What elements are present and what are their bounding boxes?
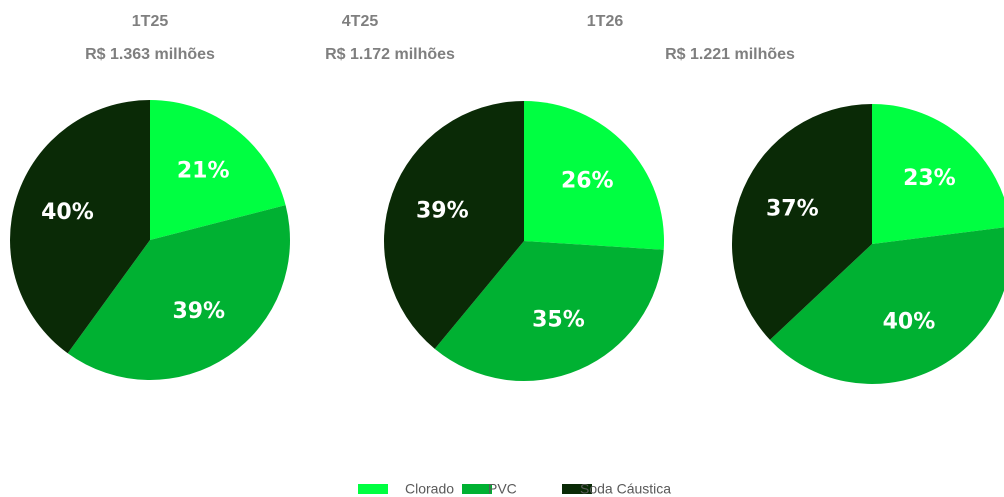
data-label: 23% xyxy=(903,166,956,191)
pie-slice xyxy=(524,101,664,250)
pie-slice xyxy=(769,227,1004,384)
pie-slice xyxy=(384,101,524,349)
data-label: 26% xyxy=(561,169,614,194)
pie-slice xyxy=(67,205,290,381)
chart-title: 1T26 xyxy=(587,13,624,30)
chart-title: 1T25 xyxy=(132,13,169,30)
legend-swatch xyxy=(562,484,592,494)
legend-swatch xyxy=(462,484,492,494)
pie-slice xyxy=(434,241,664,381)
pie-slice xyxy=(872,104,1004,244)
chart-subtitle: R$ 1.221 milhões xyxy=(665,46,795,63)
data-label: 40% xyxy=(883,310,936,335)
data-label: 39% xyxy=(172,299,225,324)
data-label: 39% xyxy=(416,199,469,224)
pie-slice xyxy=(150,100,286,240)
legend-label: Clorado xyxy=(405,481,454,497)
legend-label: PVC xyxy=(488,481,517,497)
chart-subtitle: R$ 1.172 milhões xyxy=(325,46,455,63)
data-label: 21% xyxy=(177,158,230,183)
pie-slice xyxy=(9,100,151,354)
chart-subtitle: R$ 1.363 milhões xyxy=(85,46,215,63)
chart-title: 4T25 xyxy=(342,13,379,30)
data-label: 37% xyxy=(766,197,819,222)
data-label: 35% xyxy=(532,308,585,333)
legend-label: Soda Cáustica xyxy=(580,481,671,497)
pie-slice xyxy=(731,104,872,340)
data-label: 40% xyxy=(41,200,94,225)
legend-swatch xyxy=(358,484,388,494)
